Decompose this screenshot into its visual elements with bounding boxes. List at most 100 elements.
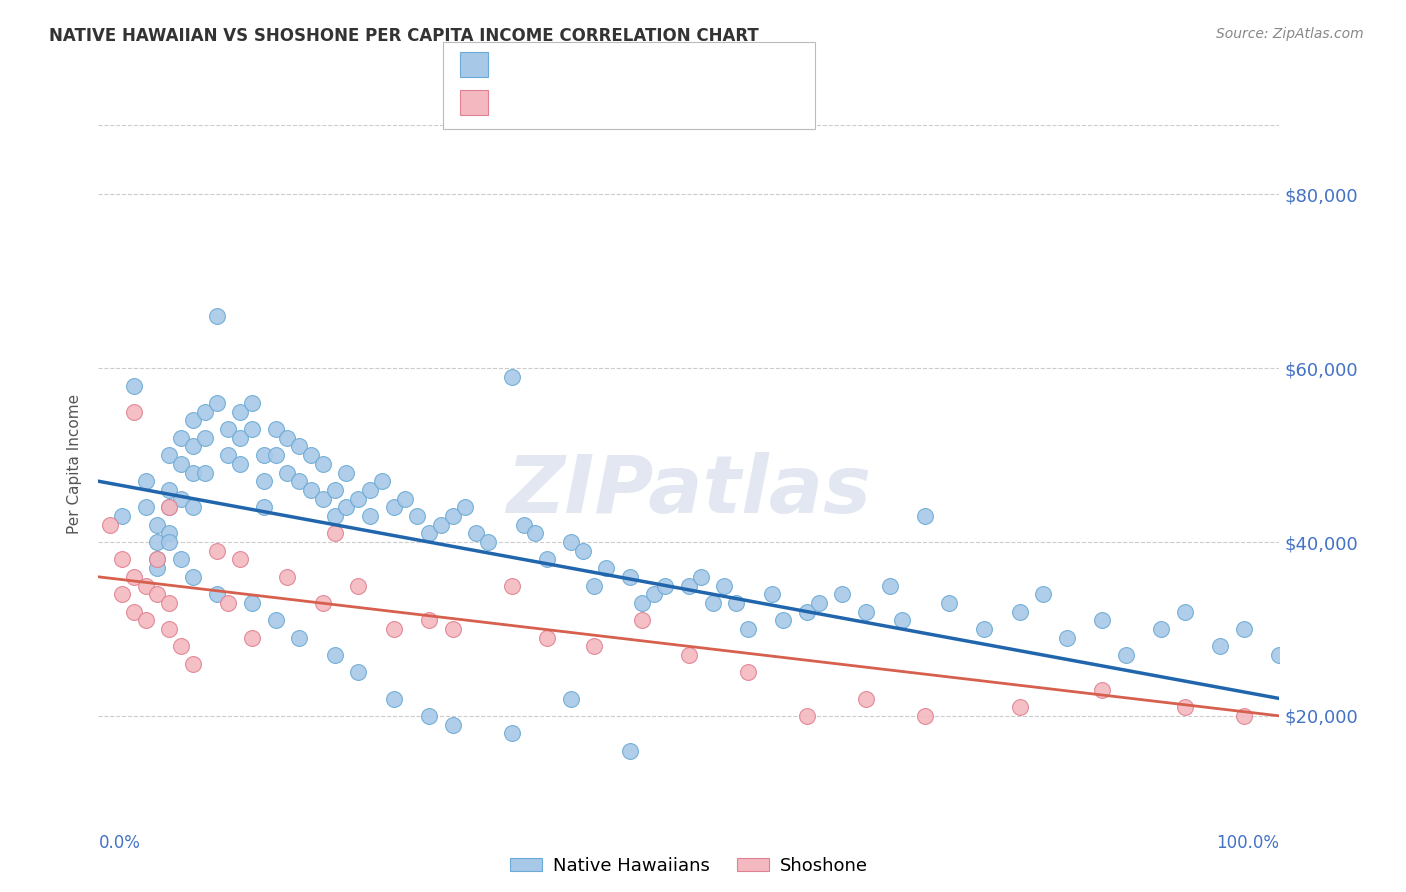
Point: [772, 613, 794, 627]
Point: [654, 578, 676, 592]
Point: [914, 508, 936, 523]
Point: [347, 578, 370, 592]
Point: [276, 431, 298, 445]
Point: [619, 570, 641, 584]
Point: [1268, 648, 1291, 662]
Point: [335, 466, 357, 480]
Point: [441, 508, 464, 523]
Point: [299, 483, 322, 497]
Point: [111, 508, 134, 523]
Point: [122, 405, 145, 419]
Point: [288, 631, 311, 645]
Point: [501, 578, 523, 592]
Point: [122, 605, 145, 619]
Point: [146, 587, 169, 601]
Point: [855, 605, 877, 619]
Point: [761, 587, 783, 601]
Point: [323, 508, 346, 523]
Point: [347, 491, 370, 506]
Point: [807, 596, 830, 610]
Point: [536, 631, 558, 645]
Point: [441, 717, 464, 731]
Point: [157, 596, 180, 610]
Text: 0.0%: 0.0%: [98, 834, 141, 852]
Point: [418, 613, 440, 627]
Point: [938, 596, 960, 610]
Point: [299, 448, 322, 462]
Point: [583, 640, 606, 654]
Point: [122, 378, 145, 392]
Point: [583, 578, 606, 592]
Point: [253, 500, 276, 515]
Point: [146, 517, 169, 532]
Point: [276, 466, 298, 480]
Point: [430, 517, 453, 532]
Text: R =: R =: [496, 55, 533, 73]
Y-axis label: Per Capita Income: Per Capita Income: [67, 393, 83, 534]
Point: [1115, 648, 1137, 662]
Text: N =: N =: [599, 55, 636, 73]
Point: [240, 631, 263, 645]
Point: [264, 613, 287, 627]
Point: [595, 561, 617, 575]
Point: [157, 622, 180, 636]
Point: [536, 552, 558, 566]
Point: [678, 648, 700, 662]
Point: [512, 517, 534, 532]
Point: [264, 448, 287, 462]
Point: [1091, 682, 1114, 697]
Point: [288, 440, 311, 454]
Point: [560, 535, 582, 549]
Point: [1209, 640, 1232, 654]
Point: [170, 552, 193, 566]
Point: [524, 526, 547, 541]
Point: [205, 587, 228, 601]
Point: [229, 405, 252, 419]
Point: [1008, 700, 1031, 714]
Point: [323, 483, 346, 497]
Point: [441, 622, 464, 636]
Point: [170, 640, 193, 654]
Point: [181, 413, 204, 427]
Point: [371, 474, 394, 488]
Point: [288, 474, 311, 488]
Point: [157, 500, 180, 515]
Point: [453, 500, 475, 515]
Point: [619, 744, 641, 758]
Point: [181, 500, 204, 515]
Text: 100.0%: 100.0%: [1216, 834, 1279, 852]
Point: [359, 508, 381, 523]
Text: NATIVE HAWAIIAN VS SHOSHONE PER CAPITA INCOME CORRELATION CHART: NATIVE HAWAIIAN VS SHOSHONE PER CAPITA I…: [49, 27, 759, 45]
Point: [347, 665, 370, 680]
Point: [678, 578, 700, 592]
Point: [253, 448, 276, 462]
Point: [702, 596, 724, 610]
Point: [879, 578, 901, 592]
Point: [571, 543, 593, 558]
Point: [382, 500, 405, 515]
Legend: Native Hawaiians, Shoshone: Native Hawaiians, Shoshone: [502, 849, 876, 882]
Point: [205, 396, 228, 410]
Point: [205, 309, 228, 323]
Point: [1091, 613, 1114, 627]
Point: [157, 448, 180, 462]
Point: [181, 657, 204, 671]
Point: [418, 709, 440, 723]
Point: [229, 457, 252, 471]
Point: [1008, 605, 1031, 619]
Point: [135, 578, 157, 592]
Point: [170, 431, 193, 445]
Point: [240, 396, 263, 410]
Text: -0.578: -0.578: [531, 55, 591, 73]
Point: [157, 535, 180, 549]
Text: R =: R =: [496, 94, 533, 112]
Point: [418, 526, 440, 541]
Point: [643, 587, 665, 601]
Point: [1150, 622, 1173, 636]
Text: -0.361: -0.361: [531, 94, 591, 112]
Point: [122, 570, 145, 584]
Point: [406, 508, 429, 523]
Point: [135, 474, 157, 488]
Point: [135, 500, 157, 515]
Point: [477, 535, 499, 549]
